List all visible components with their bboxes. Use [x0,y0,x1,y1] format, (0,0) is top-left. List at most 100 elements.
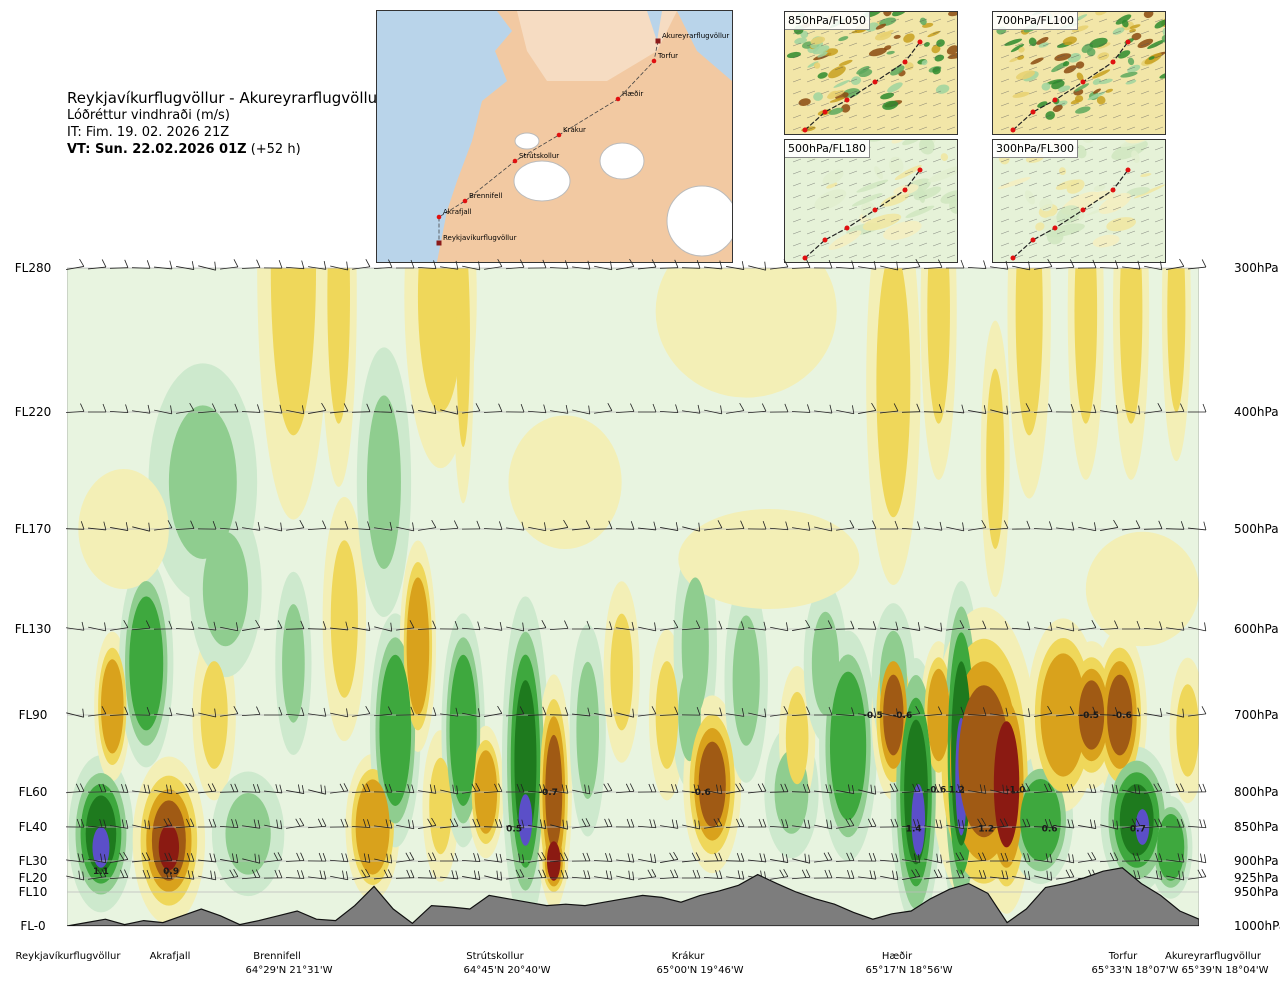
wind-barb [285,707,305,717]
contour-label: -0.5 [1079,711,1099,721]
pressure-label: 700hPa [1234,708,1279,722]
contour-label: -0.6 [1112,711,1132,721]
station-coord: 65°33'N 18°07'W [1092,965,1179,976]
wind-barb [132,852,151,863]
wind-barb [593,520,613,530]
map-station-label: Reykjavíkurflugvöllur [443,234,517,242]
wind-barb [1144,782,1163,794]
wind-barb [659,404,679,414]
wind-barb [835,852,855,862]
wind-barb [945,869,965,879]
contour-label: -0.6 [927,786,947,796]
wind-barb [1122,784,1141,795]
map-station-label: Akrafjall [443,208,472,216]
contour-label: -1.0 [1006,786,1026,796]
wind-barb [880,520,899,530]
wind-barbs [65,258,1207,881]
wind-barb [264,852,283,863]
wind-barb [65,521,85,530]
wind-barb [506,706,525,717]
wind-barb [681,706,701,716]
pressure-label: 800hPa [1234,785,1279,799]
wind-barb [593,621,613,631]
map-airport-marker [436,240,442,246]
wind-barb [109,259,129,269]
wind-barb [396,259,415,269]
wind-barb [286,520,305,531]
wind-barb [352,853,371,863]
wind-barb [748,708,767,718]
wind-barb [923,404,943,413]
wind-barb [1188,622,1207,632]
y-axis-labels: FL280 300hPa FL220 400hPa FL170 500hPa FL130 60… [15,261,1280,933]
wind-barb [813,259,833,269]
wind-barb [1122,520,1141,531]
pressure-label: 1000hPa [1234,919,1280,933]
wind-barb [263,259,283,269]
wind-barb [1033,403,1053,413]
wind-barb [351,783,371,793]
wind-barb [770,706,789,717]
wind-barb [65,403,85,414]
wind-barb [594,261,613,271]
wind-barb [1143,520,1163,530]
wind-barb [264,522,283,532]
wind-barb [527,404,547,414]
wind-barb [791,869,811,880]
wind-barb [770,622,789,632]
wind-barb [440,852,459,862]
wind-barb [1055,259,1075,270]
level-map-label: 700hPa/FL100 [993,12,1079,30]
wind-barb [1188,706,1207,717]
wind-barb [967,620,987,630]
wind-barb [1034,870,1053,881]
wind-barb [439,520,459,531]
route-title: Reykjavíkurflugvöllur - Akureyrarflugvöl… [67,89,384,107]
wind-barb [330,708,349,718]
wind-barb [791,706,811,717]
station-name: Akureyrarflugvöllur [1165,951,1262,962]
wind-barb [726,261,745,270]
wind-barb [638,259,657,270]
wind-barb [638,853,657,864]
wind-barb [462,870,481,880]
flight-level-label: FL60 [19,785,48,799]
wind-barb [616,708,635,718]
wind-barb [154,818,173,829]
wind-barb [725,520,745,530]
wind-barb [572,405,591,415]
wind-barb [176,782,195,794]
wind-barb [902,868,921,880]
wind-barb [330,783,349,794]
wind-barb [1078,851,1097,863]
wind-barb [373,404,393,413]
wind-barb [528,851,547,863]
wind-barb [594,782,613,794]
wind-barb [1122,707,1141,717]
contour-label: -0.7 [538,788,558,798]
wind-barb [241,783,261,793]
wind-barb [1077,404,1097,414]
wind-barb [352,259,371,270]
valid-time-value: VT: Sun. 22.02.2026 01Z [67,142,247,157]
wind-barb [132,404,151,414]
level-map-1: 700hPa/FL100 [992,11,1166,135]
wind-barb [1077,784,1097,794]
map-station-label: Strútskollur [519,152,559,160]
wind-barb [329,853,349,863]
wind-barb [285,620,305,630]
wind-barb [1144,403,1163,414]
wind-barb [528,522,547,532]
wind-barb [307,520,327,531]
wind-barb [703,870,723,880]
wind-barb [417,852,437,863]
wind-barb [440,405,459,415]
wind-barb [440,260,459,270]
wind-barb [946,852,965,863]
wind-barb [418,784,437,794]
wind-barb [748,261,767,271]
wind-barb [725,852,745,862]
wind-barb [682,522,701,532]
wind-barb [285,260,305,270]
wind-barb [550,819,569,830]
